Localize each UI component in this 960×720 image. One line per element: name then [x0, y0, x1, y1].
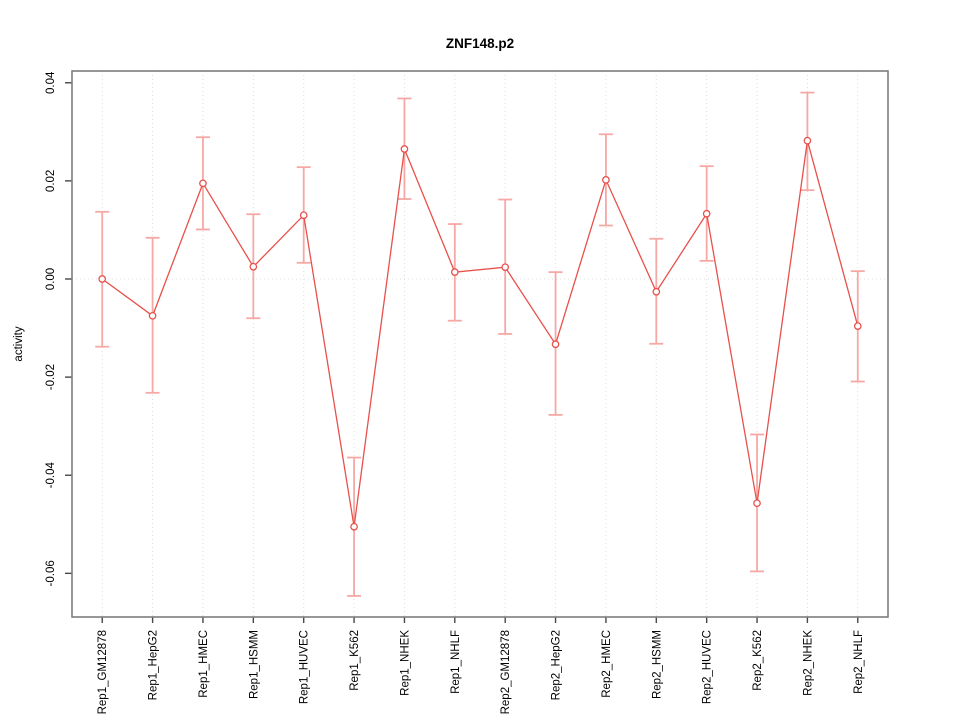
data-point [450, 268, 459, 276]
y-tick-label: 0.00 [45, 268, 57, 290]
x-tick-label: Rep2_HSMM [651, 630, 663, 699]
y-tick-label: 0.02 [45, 170, 57, 192]
x-tick-label: Rep1_NHEK [399, 630, 411, 696]
data-point [148, 311, 157, 320]
x-tick-label: Rep1_HMEC [198, 630, 210, 698]
x-tick-label: Rep1_GM12878 [97, 630, 109, 714]
x-tick-label: Rep2_K562 [752, 630, 764, 691]
data-point [753, 499, 761, 508]
y-tick-label: -0.02 [45, 364, 57, 390]
x-tick-label: Rep1_HUVEC [299, 630, 311, 704]
data-point [249, 262, 258, 271]
plot-area: Rep1_GM12878 Rep1_HepG2 Rep1_HMEC Rep1_HSMM… [45, 70, 889, 714]
data-point [803, 136, 812, 145]
x-tick-label: Rep2_HMEC [601, 630, 613, 698]
x-tick-label: Rep1_HSMM [248, 630, 260, 699]
data-point [501, 263, 510, 272]
data-point [702, 209, 711, 218]
data-point [400, 145, 409, 153]
y-tick-label: -0.06 [45, 560, 57, 586]
y-axis-label: activity [13, 326, 25, 361]
x-tick-label: Rep2_HUVEC [702, 630, 714, 704]
x-tick-label: Rep1_HepG2 [148, 630, 160, 700]
data-point [199, 179, 207, 188]
y-tick-label: -0.04 [45, 462, 57, 489]
x-tick-label: Rep1_NHLF [450, 630, 462, 694]
data-point [853, 322, 862, 330]
x-tick-label: Rep2_HepG2 [551, 630, 563, 700]
x-tick-label: Rep2_NHLF [853, 630, 865, 694]
data-point [652, 287, 661, 296]
plot-border [71, 70, 889, 618]
x-tick-label: Rep2_GM12878 [500, 630, 512, 714]
x-tick-label: Rep1_K562 [349, 630, 361, 691]
series-line [101, 140, 859, 527]
y-tick-label: 0.04 [45, 71, 57, 94]
x-tick-label: Rep2_NHEK [802, 630, 814, 696]
data-point [551, 340, 560, 349]
data-point [350, 522, 358, 531]
data-point [299, 211, 308, 220]
data-point [602, 176, 610, 184]
data-point [98, 275, 107, 283]
chart-title: ZNF148.p2 [446, 36, 514, 51]
